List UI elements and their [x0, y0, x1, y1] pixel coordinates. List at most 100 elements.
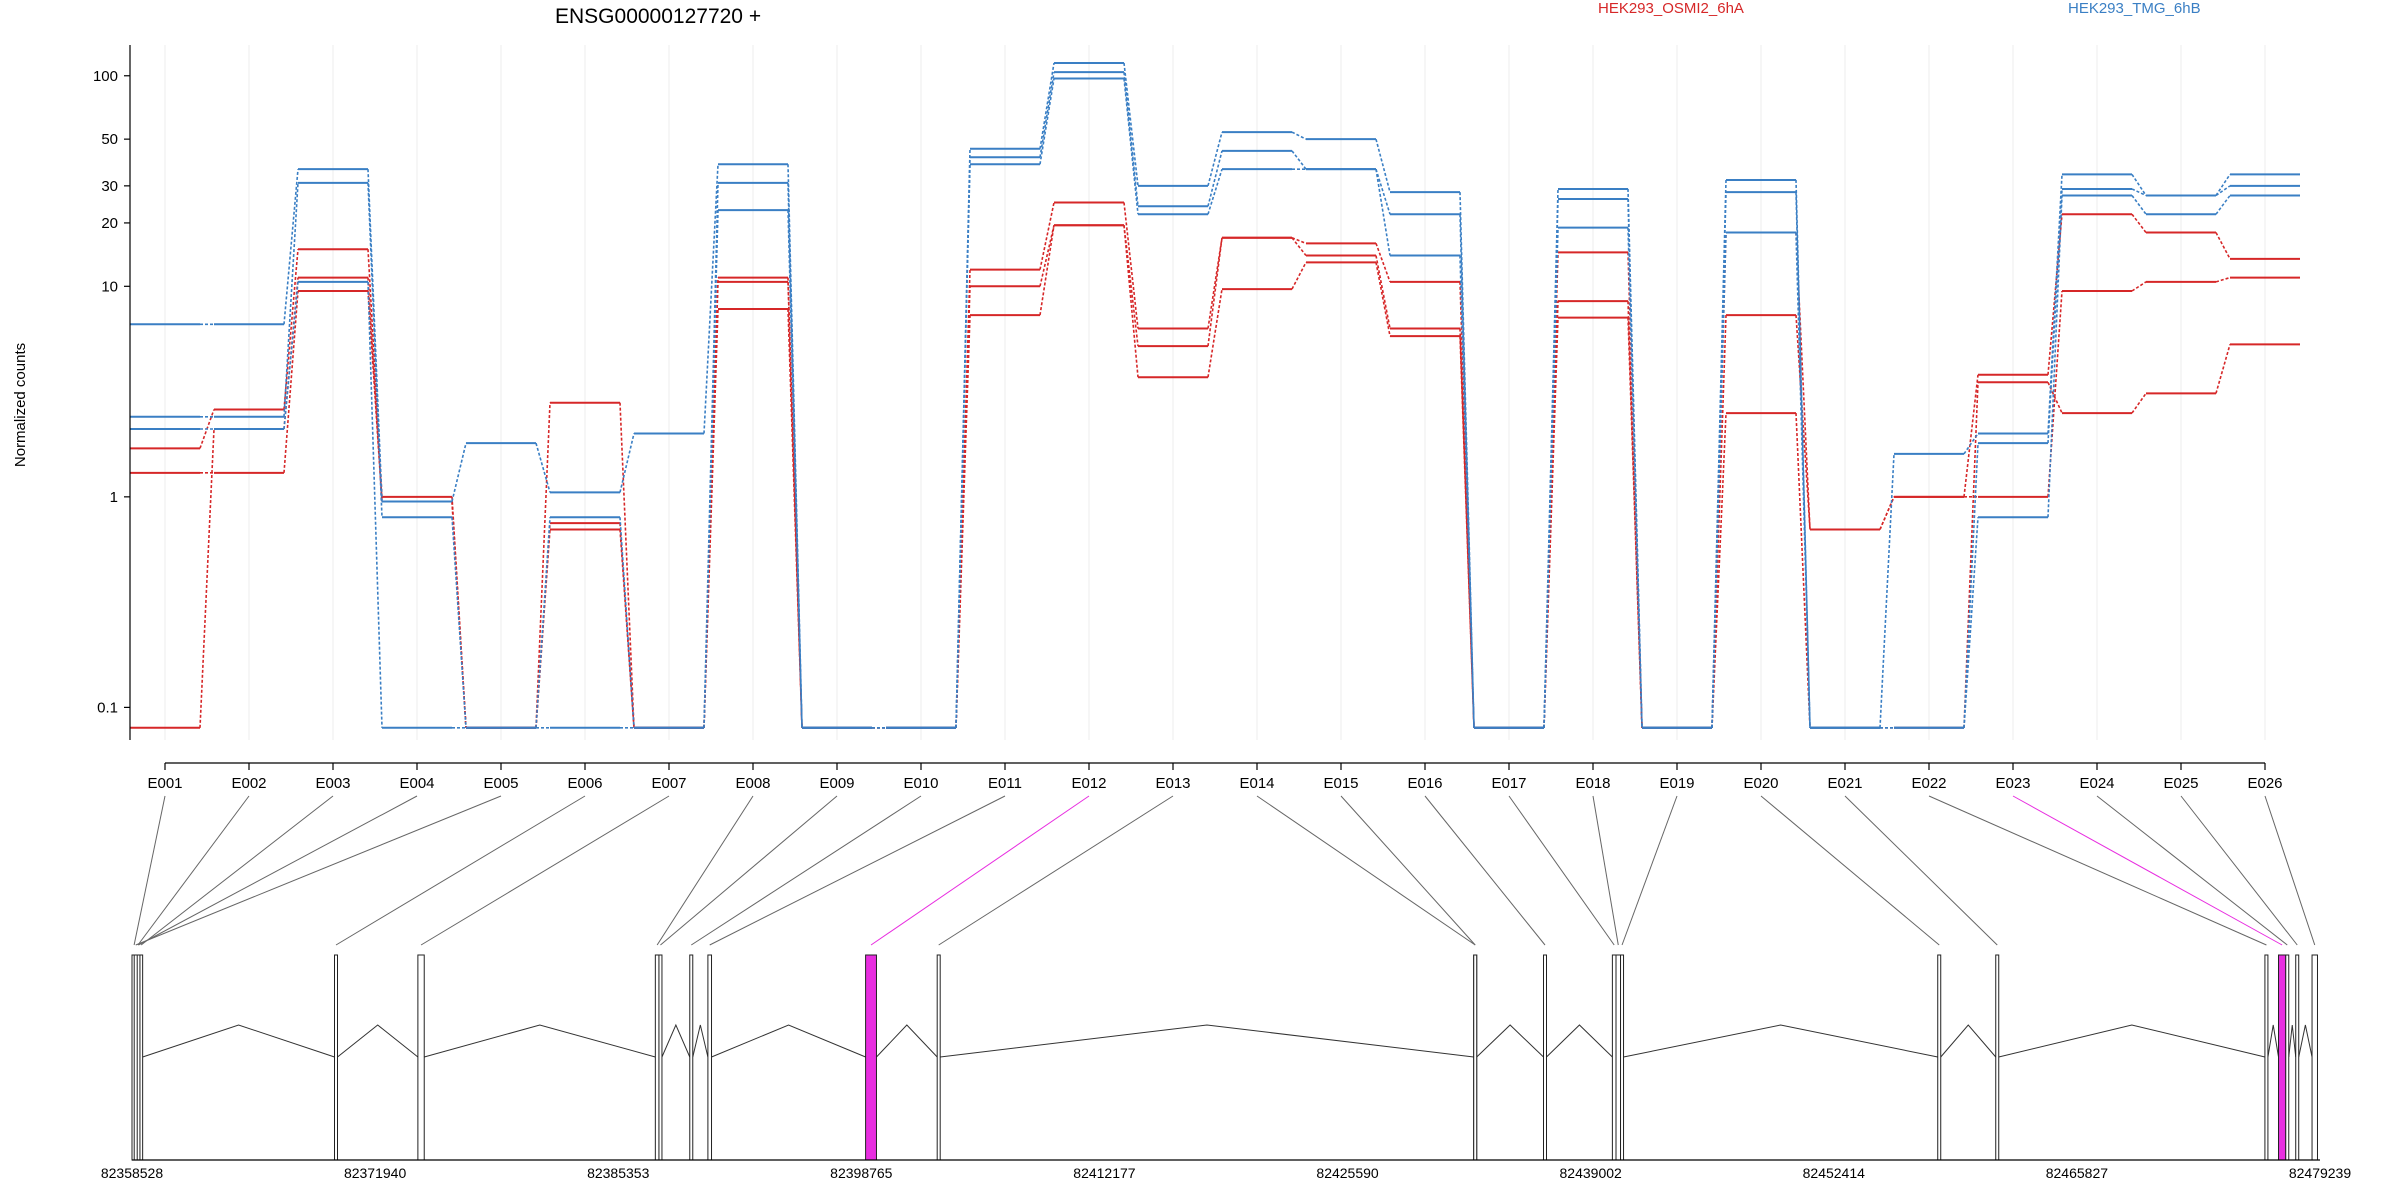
exon-box: [1611, 954, 1617, 1161]
series-connector: [1207, 150, 1223, 207]
x-tick-label: E026: [2247, 775, 2282, 792]
series-connector: [2215, 276, 2231, 283]
exon-connector: [335, 795, 586, 946]
series-connector: [1627, 227, 1643, 728]
genomic-tick-label: 82465827: [2046, 1165, 2109, 1181]
series-connector: [2047, 214, 2063, 375]
x-tick-label: E024: [2079, 775, 2114, 792]
series-connector: [1291, 237, 1307, 257]
series-connector: [2131, 188, 2147, 197]
exon-connector: [1621, 795, 1678, 946]
series-connector: [1039, 62, 1055, 149]
intron-line: [1546, 1024, 1613, 1058]
x-tick-label: E022: [1911, 775, 1946, 792]
series-connector: [283, 169, 299, 325]
intron-line: [1623, 1024, 1938, 1058]
series-connector: [1963, 433, 1979, 455]
series-hek293-osmi2-6ha: [130, 224, 2300, 729]
intron-line: [1998, 1024, 2266, 1058]
exon-box: [1937, 954, 1942, 1161]
y-tick-label: 100: [93, 68, 118, 85]
series-connector: [535, 402, 551, 728]
intron-line: [1476, 1024, 1544, 1058]
genomic-tick-label: 82358528: [101, 1165, 164, 1181]
intron-line: [142, 1024, 335, 1058]
exon-box: [2278, 954, 2287, 1161]
x-tick-label: E003: [315, 775, 350, 792]
exon-connector: [2180, 795, 2298, 946]
series-connector: [367, 182, 383, 518]
series-connector: [199, 428, 215, 728]
series-connector: [1375, 255, 1391, 329]
exon-connectors: [133, 795, 2316, 946]
series-connector: [955, 164, 971, 728]
exon-connector: [137, 795, 250, 946]
series-connector: [619, 433, 635, 493]
y-tick-label: 20: [101, 215, 118, 232]
series-connector: [283, 290, 299, 473]
chart-title: ENSG00000127720 +: [555, 5, 761, 28]
genomic-tick-label: 82398765: [830, 1165, 893, 1181]
series-connector: [1123, 62, 1139, 186]
series-connector: [2047, 195, 2063, 518]
gene-model: [131, 954, 2318, 1161]
exon-connector: [709, 795, 1006, 946]
series-connector: [787, 210, 803, 728]
series-connector: [1207, 237, 1223, 347]
y-tick-label: 10: [101, 278, 118, 295]
series-connector: [2215, 232, 2231, 260]
exon-connector: [1592, 795, 1619, 946]
series-connector: [2215, 195, 2231, 215]
series-connector: [1795, 232, 1811, 530]
gridlines: [164, 45, 2266, 740]
exon-connector: [938, 795, 1174, 946]
exon-box: [658, 954, 663, 1161]
intron-line: [661, 1023, 691, 1058]
x-tick-label: E025: [2163, 775, 2198, 792]
x-tick-label: E021: [1827, 775, 1862, 792]
series-connector: [451, 501, 467, 728]
x-tick-label: E018: [1575, 775, 1610, 792]
genomic-tick-label: 82452414: [1803, 1165, 1866, 1181]
exon-connector: [1760, 795, 1940, 946]
series-connector: [535, 517, 551, 728]
series-connector: [1795, 315, 1811, 530]
series-connector: [619, 402, 635, 728]
intron-line: [2288, 1024, 2297, 1058]
exon-connector: [1256, 795, 1476, 946]
series-connector: [1375, 168, 1391, 215]
exon-connector: [1844, 795, 1998, 946]
series-connector: [1795, 413, 1811, 728]
exon-connector: [140, 795, 334, 946]
series-connector: [1039, 225, 1055, 316]
series-connector: [1963, 443, 1979, 728]
series-connector: [1291, 150, 1307, 170]
series-connector: [1375, 243, 1391, 283]
intron-line: [876, 1024, 938, 1058]
series-connector: [2131, 195, 2147, 215]
exon-box: [2295, 954, 2300, 1161]
intron-line: [2267, 1024, 2280, 1058]
series-connector: [2047, 290, 2063, 497]
series-connector: [1039, 72, 1055, 158]
x-tick-label: E011: [988, 775, 1022, 792]
series-connector: [1711, 413, 1727, 728]
series-connector: [1879, 496, 1895, 530]
exon-box: [2285, 954, 2290, 1161]
x-tick-label: E010: [903, 775, 938, 792]
series-connector: [703, 164, 719, 434]
series-connector: [283, 249, 299, 410]
series-connector: [1543, 227, 1559, 728]
series-connector: [1291, 237, 1307, 245]
series-connector: [619, 517, 635, 728]
x-tick-label: E002: [231, 775, 266, 792]
genomic-tick-label: 82385353: [587, 1165, 650, 1181]
exon-connector: [656, 795, 754, 946]
intron-line: [940, 1024, 1474, 1058]
genomic-tick-label: 82371940: [344, 1165, 407, 1181]
x-tick-label: E016: [1407, 775, 1442, 792]
exon-connector: [2096, 795, 2288, 946]
exon-box: [133, 954, 138, 1161]
series-connector: [1543, 198, 1559, 728]
series-connector: [2131, 173, 2147, 196]
